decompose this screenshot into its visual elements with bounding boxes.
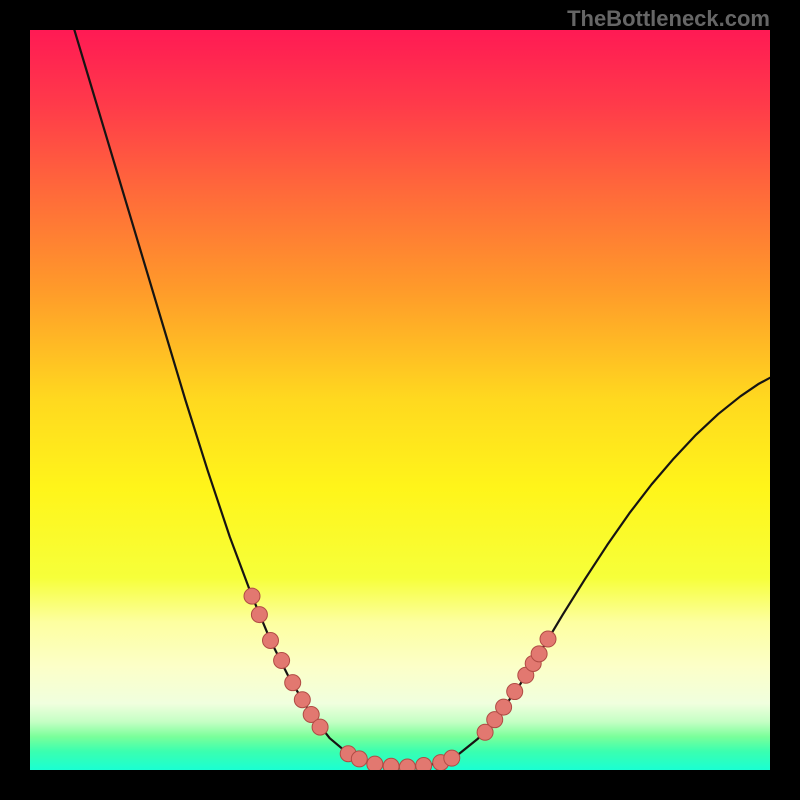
curve-marker: [540, 631, 556, 647]
curve-marker: [274, 652, 290, 668]
curve-marker: [294, 692, 310, 708]
curve-marker: [416, 758, 432, 770]
curve-marker: [531, 646, 547, 662]
curve-marker: [244, 588, 260, 604]
curve-marker: [367, 756, 383, 770]
curve-marker: [312, 719, 328, 735]
gradient-background: [30, 30, 770, 770]
curve-marker: [399, 759, 415, 770]
curve-marker: [383, 758, 399, 770]
curve-marker: [285, 675, 301, 691]
curve-marker: [351, 751, 367, 767]
chart-svg: [30, 30, 770, 770]
plot-area: [30, 30, 770, 770]
curve-marker: [507, 684, 523, 700]
watermark-text: TheBottleneck.com: [567, 6, 770, 32]
curve-marker: [251, 607, 267, 623]
curve-marker: [444, 750, 460, 766]
chart-container: TheBottleneck.com: [0, 0, 800, 800]
curve-marker: [496, 699, 512, 715]
curve-marker: [263, 633, 279, 649]
